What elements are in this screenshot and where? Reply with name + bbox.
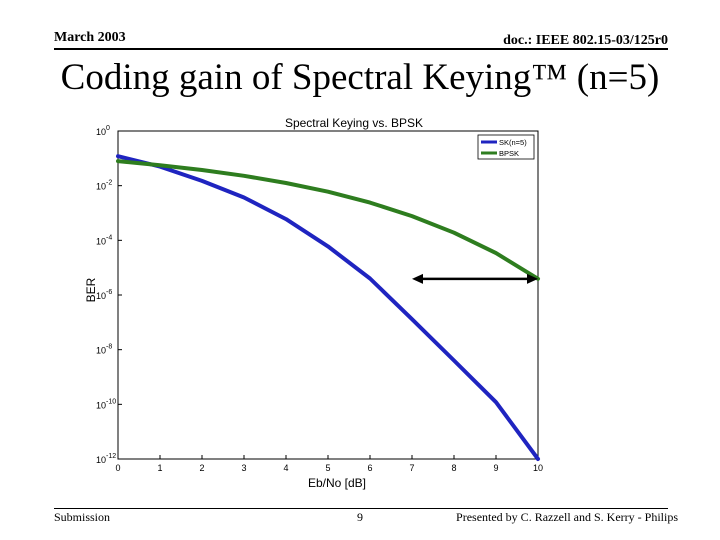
x-tick-label: 10 [533, 463, 543, 473]
footer-submission: Submission [54, 510, 111, 524]
y-tick-label: 10-4 [96, 234, 112, 246]
axis-ticks: 0 1 2 3 4 5 6 7 8 9 10 100 10-2 10-4 10-6 10-8 10-10 10-1… [96, 125, 543, 473]
x-axis-label: Eb/No [dB] [308, 476, 366, 490]
slide-title: Coding gain of Spectral Keying™ (n=5) [60, 57, 660, 98]
x-tick-label: 0 [115, 463, 120, 473]
header-doc-id: doc.: IEEE 802.15-03/125r0 [503, 33, 668, 48]
series-line-bpsk [116, 159, 540, 281]
x-tick-label: 5 [325, 463, 330, 473]
x-tick-label: 1 [157, 463, 162, 473]
x-tick-label: 2 [199, 463, 204, 473]
chart-title: Spectral Keying vs. BPSK [285, 116, 423, 130]
x-tick-label: 3 [241, 463, 246, 473]
y-tick-label: 100 [96, 125, 110, 137]
legend: SK(n=5) BPSK [477, 134, 535, 160]
y-tick-label: 10-6 [96, 289, 112, 301]
header-date: March 2003 [54, 30, 126, 45]
y-tick-label: 10-10 [96, 398, 116, 410]
x-tick-label: 7 [409, 463, 414, 473]
legend-label: BPSK [499, 149, 519, 158]
y-tick-label: 10-12 [96, 453, 116, 465]
x-tick-label: 6 [367, 463, 372, 473]
plot-area [117, 130, 539, 460]
footer-page-number: 9 [357, 510, 363, 524]
y-tick-label: 10-8 [96, 344, 112, 356]
x-tick-label: 9 [493, 463, 498, 473]
x-tick-label: 8 [451, 463, 456, 473]
coding-gain-arrow-left-head [412, 273, 423, 284]
coding-gain-arrow-right-head [527, 273, 538, 284]
footer-rule [54, 508, 668, 509]
legend-box [477, 134, 535, 160]
annotation-layer [412, 273, 538, 284]
footer-presenters: Presented by C. Razzell and S. Kerry - P… [456, 510, 678, 524]
y-axis-label: BER [84, 277, 98, 302]
y-tick-label: 10-2 [96, 180, 112, 192]
series-line-sk-n-5 [116, 154, 540, 461]
legend-label: SK(n=5) [499, 138, 527, 147]
series-layer [116, 154, 540, 461]
header-rule [54, 48, 668, 50]
x-tick-label: 4 [283, 463, 288, 473]
